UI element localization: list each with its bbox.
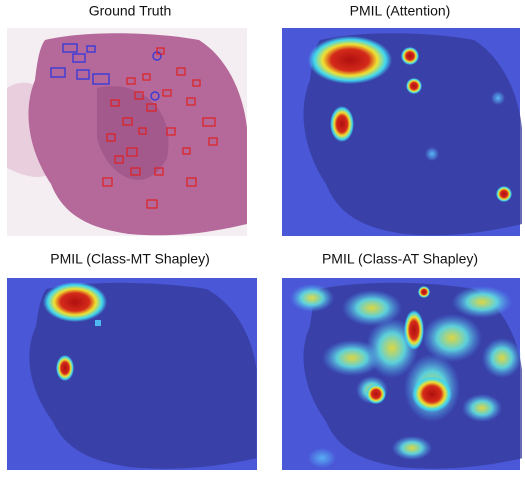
panel-title: PMIL (Attention)	[350, 3, 451, 19]
panel-title: PMIL (Class-MT Shapley)	[50, 251, 209, 267]
attention-heatmap	[282, 28, 522, 236]
ground-truth-image	[7, 28, 247, 236]
class-mt-shapley-heatmap	[7, 278, 257, 470]
class-at-shapley-heatmap	[282, 278, 522, 470]
panel-title: PMIL (Class-AT Shapley)	[322, 251, 478, 267]
panel-title: Ground Truth	[89, 3, 172, 19]
